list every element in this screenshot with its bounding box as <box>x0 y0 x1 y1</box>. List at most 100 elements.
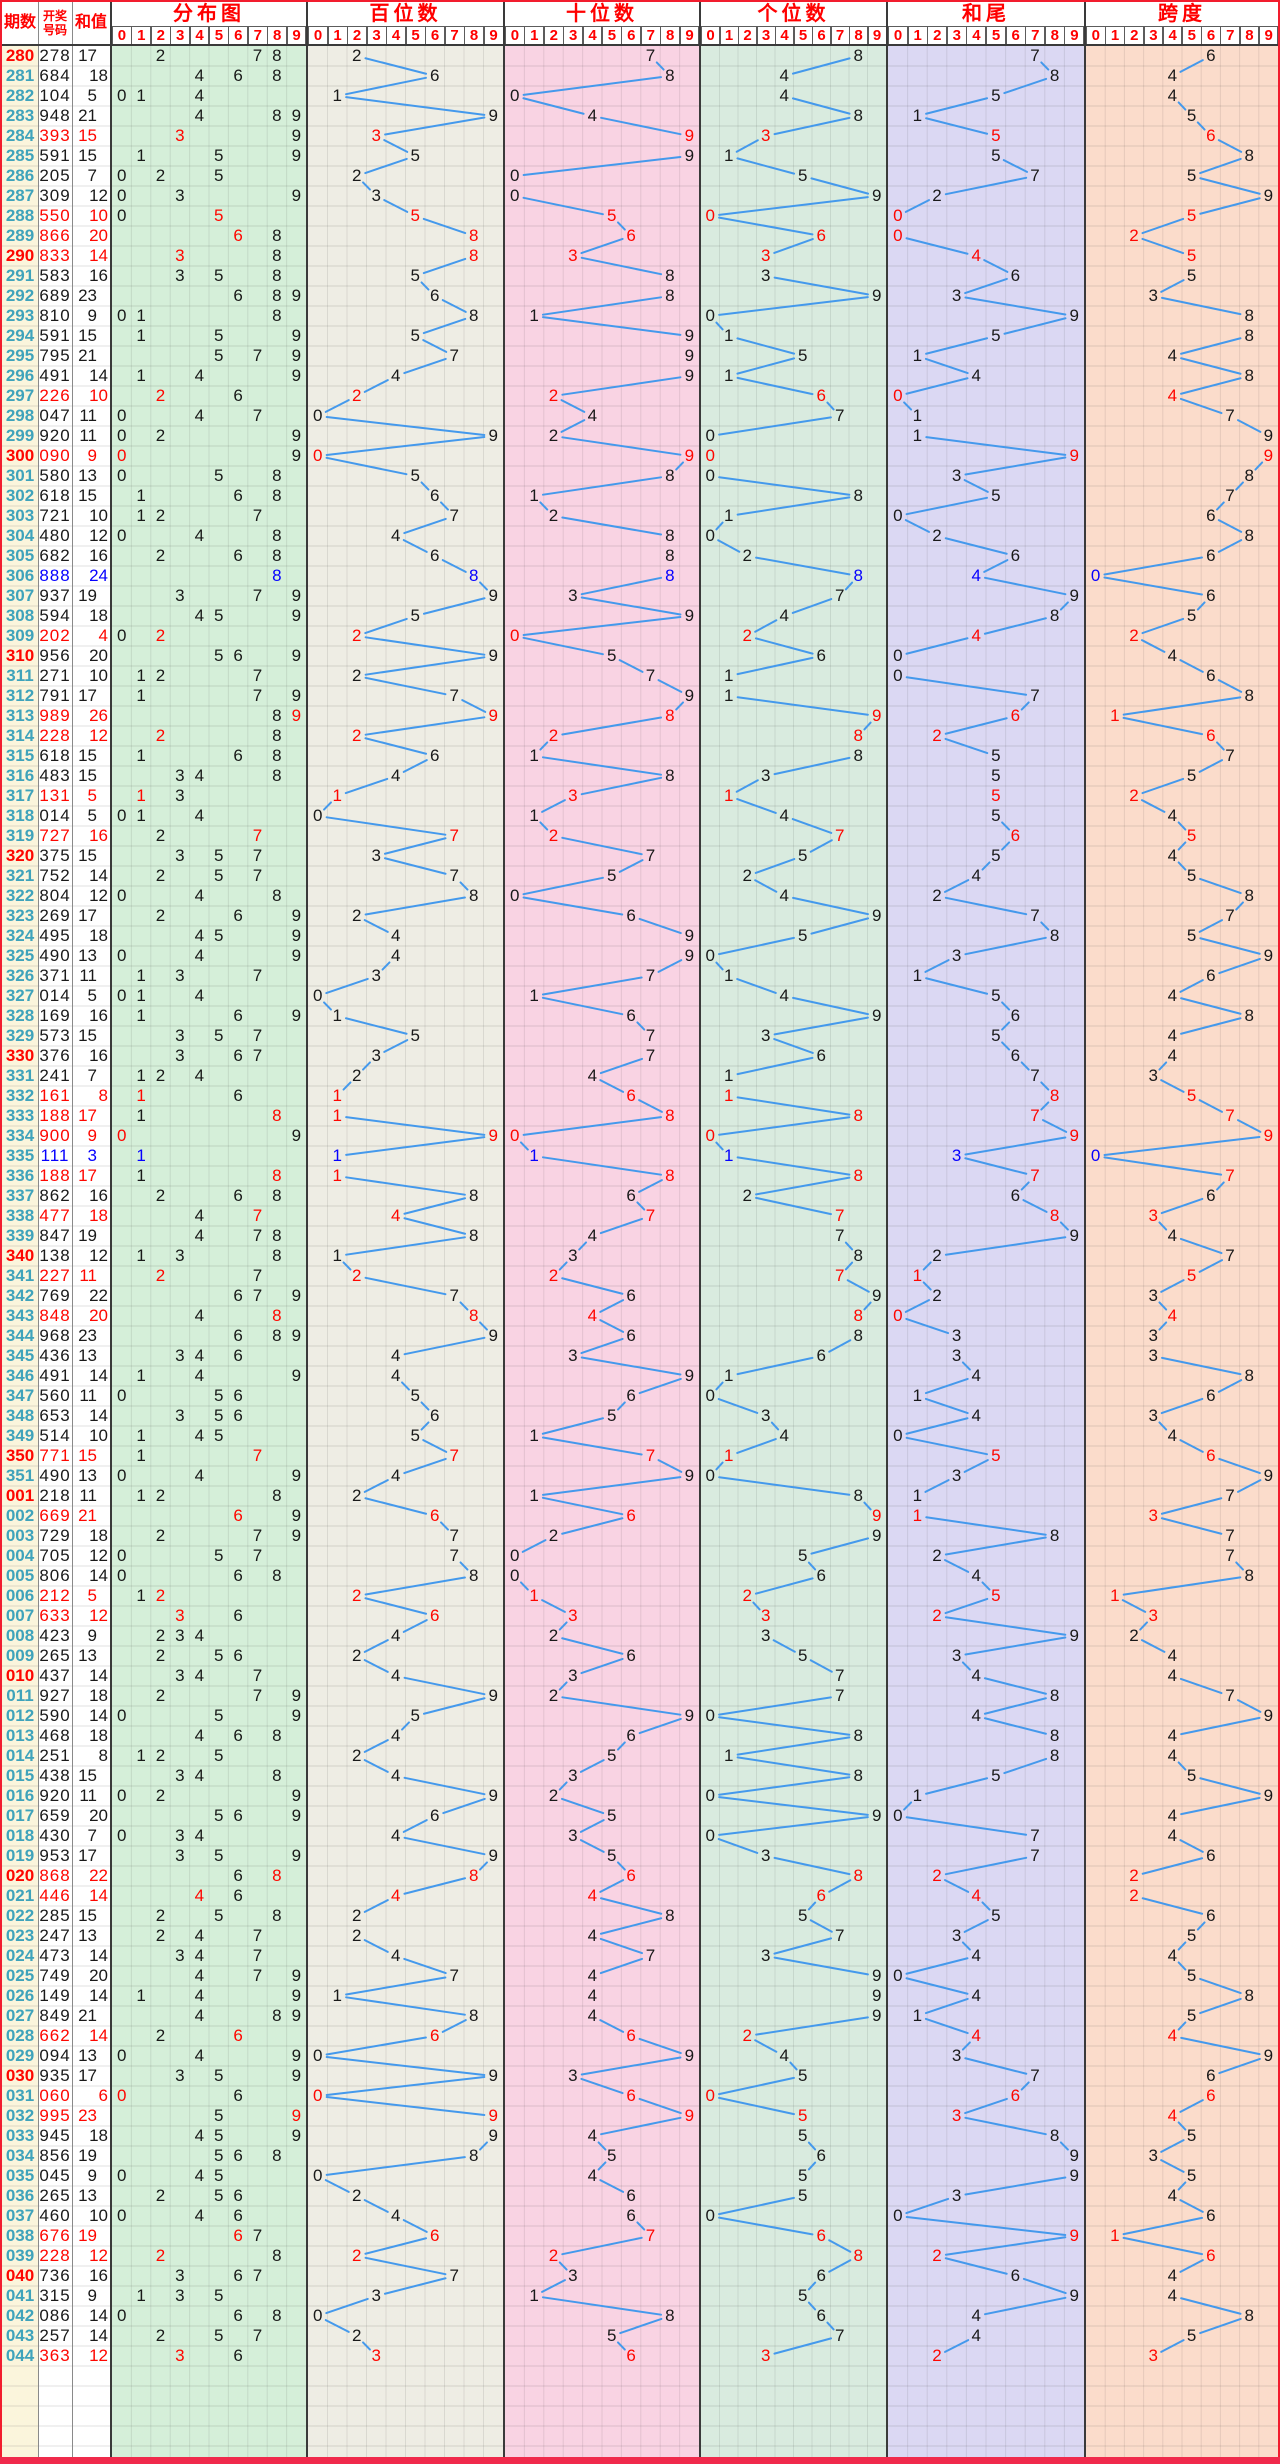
units-digit: 7 <box>835 1226 845 1245</box>
lottery-number-cell: 594 <box>39 606 71 625</box>
span-digit: 4 <box>1167 2026 1178 2045</box>
digit-header-cell: 1 <box>327 26 348 46</box>
span-digit: 7 <box>1225 486 1235 505</box>
tens-digit: 5 <box>606 646 617 665</box>
lottery-number-cell: 228 <box>39 2246 71 2265</box>
distribution-digit: 4 <box>194 1946 205 1965</box>
span-digit: 4 <box>1167 1746 1178 1765</box>
lottery-number-cell: 205 <box>39 166 71 185</box>
sum-tail-digit: 4 <box>971 1406 981 1425</box>
sum-tail-digit: 2 <box>932 1286 942 1305</box>
distribution-digit: 9 <box>291 346 302 365</box>
section-divider <box>503 0 505 2457</box>
lottery-number-cell: 749 <box>39 1966 71 1985</box>
digit-header-cell: 7 <box>1025 26 1046 46</box>
sum-cell: 3 <box>87 1146 97 1165</box>
sum-tail-digit: 6 <box>1010 2086 1021 2105</box>
hundreds-digit: 2 <box>352 1926 362 1945</box>
digit-header-cell: 0 <box>888 26 909 46</box>
span-digit: 6 <box>1206 1186 1216 1205</box>
span-digit: 6 <box>1206 966 1216 985</box>
sum-tail-digit: 5 <box>991 986 1001 1005</box>
tens-digit: 6 <box>626 1326 636 1345</box>
period-cell: 348 <box>5 1406 35 1425</box>
lottery-number-cell: 188 <box>39 1166 71 1185</box>
lottery-number-cell: 226 <box>39 386 71 405</box>
distribution-digit: 9 <box>291 606 302 625</box>
distribution-digit: 8 <box>272 546 282 565</box>
column-header-period: 期数 <box>3 14 36 31</box>
distribution-digit: 4 <box>194 1366 205 1385</box>
period-cell: 323 <box>5 906 35 925</box>
lottery-number-cell: 662 <box>39 2026 71 2045</box>
sum-tail-digit: 9 <box>1069 2286 1079 2305</box>
units-digit: 5 <box>798 926 808 945</box>
sum-tail-digit: 3 <box>951 1346 962 1365</box>
hundreds-digit: 3 <box>371 126 381 145</box>
period-cell: 038 <box>5 2226 35 2245</box>
sum-tail-digit: 9 <box>1069 446 1079 465</box>
hundreds-digit: 5 <box>410 266 420 285</box>
lottery-number-cell: 483 <box>39 766 71 785</box>
distribution-digit: 2 <box>155 1906 166 1925</box>
hundreds-digit: 8 <box>469 2006 479 2025</box>
tens-digit: 9 <box>684 606 695 625</box>
sum-tail-digit: 9 <box>1069 2146 1079 2165</box>
units-digit: 9 <box>872 2006 882 2025</box>
distribution-digit: 7 <box>252 826 263 845</box>
lottery-number-cell: 591 <box>39 146 71 165</box>
sum-tail-digit: 8 <box>1049 1726 1060 1745</box>
span-digit: 3 <box>1148 2146 1158 2165</box>
lottery-number-cell: 935 <box>39 2066 71 2085</box>
distribution-digit: 6 <box>233 546 243 565</box>
hundreds-digit: 0 <box>313 406 323 425</box>
distribution-digit: 5 <box>213 326 224 345</box>
period-cell: 283 <box>5 106 35 125</box>
tens-digit: 1 <box>529 1146 539 1165</box>
sum-tail-digit: 7 <box>1030 2066 1040 2085</box>
lottery-number-cell: 848 <box>39 1306 71 1325</box>
hundreds-digit: 2 <box>352 1066 362 1085</box>
hundreds-digit: 9 <box>488 1126 498 1145</box>
units-digit: 0 <box>705 526 715 545</box>
distribution-digit: 7 <box>252 1286 263 1305</box>
hundreds-digit: 1 <box>332 1146 342 1165</box>
distribution-digit: 7 <box>252 1266 263 1285</box>
span-digit: 8 <box>1244 146 1254 165</box>
hundreds-digit: 7 <box>449 506 459 525</box>
distribution-digit: 3 <box>175 2286 185 2305</box>
sum-tail-digit: 3 <box>951 946 962 965</box>
units-digit: 4 <box>779 1426 789 1445</box>
tens-digit: 0 <box>509 166 520 185</box>
distribution-digit: 1 <box>136 1246 146 1265</box>
sum-cell: 20 <box>89 646 108 665</box>
lottery-number-cell: 705 <box>39 1546 71 1565</box>
distribution-digit: 5 <box>213 166 224 185</box>
hundreds-digit: 3 <box>371 966 381 985</box>
hundreds-digit: 8 <box>469 1226 479 1245</box>
period-cell: 327 <box>5 986 35 1005</box>
tens-digit: 7 <box>645 1446 656 1465</box>
distribution-digit: 8 <box>272 1186 282 1205</box>
span-digit: 7 <box>1225 1106 1235 1125</box>
distribution-digit: 6 <box>233 1566 243 1585</box>
distribution-digit: 2 <box>155 1786 166 1805</box>
span-digit: 4 <box>1167 1026 1178 1045</box>
sum-tail-digit: 8 <box>1049 606 1060 625</box>
span-digit: 1 <box>1110 1586 1120 1605</box>
tens-digit: 2 <box>548 1686 559 1705</box>
sum-tail-digit: 4 <box>971 2026 981 2045</box>
units-digit: 8 <box>853 1726 863 1745</box>
lottery-number-cell: 430 <box>39 1826 71 1845</box>
sum-tail-digit: 6 <box>1010 266 1021 285</box>
digit-header-cell: 9 <box>679 26 700 46</box>
units-digit: 2 <box>742 1186 752 1205</box>
distribution-digit: 4 <box>194 1966 205 1985</box>
tens-digit: 4 <box>587 406 598 425</box>
distribution-digit: 8 <box>272 286 282 305</box>
distribution-digit: 4 <box>194 606 205 625</box>
tens-digit: 4 <box>587 2166 598 2185</box>
period-cell: 319 <box>5 826 35 845</box>
period-cell: 032 <box>5 2106 35 2125</box>
tens-digit: 7 <box>645 2226 656 2245</box>
